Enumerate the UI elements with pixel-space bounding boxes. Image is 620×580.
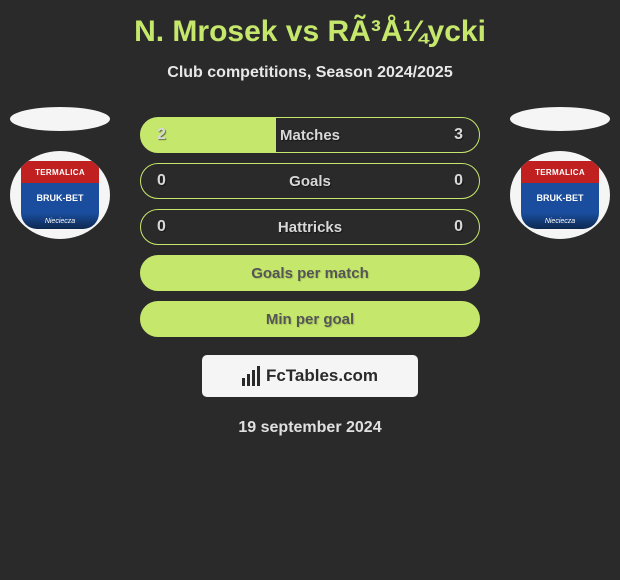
club-logo-bottom: Nieciecza: [521, 213, 599, 229]
club-logo-top: TERMALICA: [21, 161, 99, 183]
stat-row: Min per goal: [140, 301, 480, 337]
club-logo-mid: BRUK-BET: [521, 183, 599, 213]
stat-label: Goals: [289, 173, 331, 190]
page-title: N. Mrosek vs RÃ³Å¼ycki: [0, 15, 620, 49]
chart-icon: [242, 366, 260, 386]
stat-value-right: 0: [443, 218, 463, 236]
stat-value-left: 0: [157, 172, 177, 190]
stats-area: TERMALICA BRUK-BET Nieciecza TERMALICA B…: [0, 117, 620, 437]
date-text: 19 september 2024: [0, 419, 620, 437]
stat-rows: 2 Matches 3 0 Goals 0 0 Hattricks 0 Goals per mat…: [140, 117, 480, 337]
stat-row: 0 Hattricks 0: [140, 209, 480, 245]
club-logo-bottom: Nieciecza: [21, 213, 99, 229]
stat-row: 0 Goals 0: [140, 163, 480, 199]
player-right-club-logo: TERMALICA BRUK-BET Nieciecza: [510, 151, 610, 239]
fctables-badge[interactable]: FcTables.com: [202, 355, 418, 397]
fctables-label: FcTables.com: [266, 366, 378, 386]
club-logo-top: TERMALICA: [521, 161, 599, 183]
stat-label: Goals per match: [251, 265, 369, 282]
stat-value-right: 0: [443, 172, 463, 190]
stat-label: Hattricks: [278, 219, 342, 236]
stat-value-right: 3: [443, 126, 463, 144]
stat-value-left: 0: [157, 218, 177, 236]
stat-label: Matches: [280, 127, 340, 144]
player-left-club-logo: TERMALICA BRUK-BET Nieciecza: [10, 151, 110, 239]
stat-label: Min per goal: [266, 311, 354, 328]
player-left-placeholder: [10, 107, 110, 131]
stat-row: Goals per match: [140, 255, 480, 291]
club-logo-mid: BRUK-BET: [21, 183, 99, 213]
stat-value-left: 2: [157, 126, 177, 144]
subtitle: Club competitions, Season 2024/2025: [0, 64, 620, 82]
player-right-placeholder: [510, 107, 610, 131]
player-left-column: TERMALICA BRUK-BET Nieciecza: [10, 107, 110, 239]
player-right-column: TERMALICA BRUK-BET Nieciecza: [510, 107, 610, 239]
stat-row: 2 Matches 3: [140, 117, 480, 153]
